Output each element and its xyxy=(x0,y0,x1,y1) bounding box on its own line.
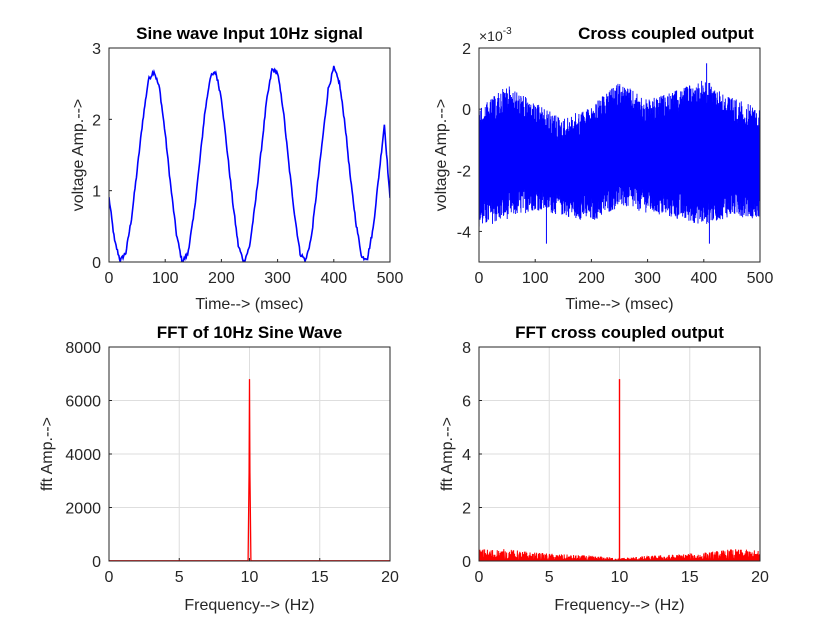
axes-frame xyxy=(478,47,761,263)
x-axis-label: Time--> (msec) xyxy=(565,296,673,313)
x-tick-label: 200 xyxy=(208,270,235,287)
y-tick-label: 2 xyxy=(462,501,471,518)
x-tick-label: 10 xyxy=(611,569,629,586)
x-tick-label: 500 xyxy=(747,270,774,287)
data-marks xyxy=(109,65,390,262)
tick-labels: 0 100 200 300 400 500 -4 -2 0 2 xyxy=(457,41,774,287)
y-axis-label: voltage Amp.--> xyxy=(70,99,87,212)
x-tick-label: 400 xyxy=(320,270,347,287)
plot-area xyxy=(109,48,390,262)
chart-title: Sine wave Input 10Hz signal xyxy=(136,24,363,43)
y-tick-label: 4000 xyxy=(65,447,101,464)
x-tick-label: 300 xyxy=(264,270,291,287)
y-axis-label: fft Amp.--> xyxy=(439,417,456,491)
x-tick-label: 0 xyxy=(475,569,484,586)
x-tick-label: 20 xyxy=(751,569,769,586)
y-axis-label: fft Amp.--> xyxy=(39,417,56,491)
y-tick-label: 2 xyxy=(92,112,101,129)
x-tick-label: 0 xyxy=(105,569,114,586)
axis-multiplier: ×10-3 xyxy=(479,26,512,44)
x-tick-label: 0 xyxy=(475,270,484,287)
chart-title: Cross coupled output xyxy=(578,24,754,43)
axes-frame xyxy=(108,346,391,562)
y-tick-label: 2 xyxy=(462,41,471,58)
series-line xyxy=(109,65,390,262)
x-tick-label: 10 xyxy=(241,569,259,586)
x-tick-label: 100 xyxy=(522,270,549,287)
axes-frame xyxy=(108,47,391,263)
chart-title: FFT cross coupled output xyxy=(515,323,724,342)
y-tick-label: 6 xyxy=(462,394,471,411)
y-tick-label: 4 xyxy=(462,447,471,464)
panel-fft-sine-wave: FFT of 10Hz Sine Wave Frequency--> (Hz) … xyxy=(39,323,399,614)
y-tick-label: -2 xyxy=(457,163,471,180)
panel-cross-coupled-output: Cross coupled output Time--> (msec) volt… xyxy=(433,24,773,313)
tick-labels: 0 100 200 300 400 500 0 1 2 3 xyxy=(92,41,403,287)
data-marks xyxy=(479,63,760,244)
y-tick-label: 2000 xyxy=(65,501,101,518)
x-tick-label: 5 xyxy=(545,569,554,586)
y-tick-label: 0 xyxy=(92,255,101,272)
chart-title: FFT of 10Hz Sine Wave xyxy=(157,323,342,342)
x-tick-label: 500 xyxy=(377,270,404,287)
y-axis-label: voltage Amp.--> xyxy=(433,99,450,212)
x-tick-label: 15 xyxy=(681,569,699,586)
y-tick-label: 1 xyxy=(92,184,101,201)
x-tick-label: 0 xyxy=(105,270,114,287)
x-tick-label: 20 xyxy=(381,569,399,586)
noise-band xyxy=(479,80,760,227)
y-tick-label: 6000 xyxy=(65,394,101,411)
x-axis-label: Frequency--> (Hz) xyxy=(554,597,684,614)
axes-frame xyxy=(478,346,761,562)
panel-fft-cross-coupled: FFT cross coupled output Frequency--> (H… xyxy=(439,323,769,614)
y-tick-label: 0 xyxy=(462,102,471,119)
y-tick-label: -4 xyxy=(457,224,471,241)
x-tick-label: 100 xyxy=(152,270,179,287)
y-tick-label: 0 xyxy=(462,554,471,571)
y-tick-label: 3 xyxy=(92,41,101,58)
x-tick-label: 300 xyxy=(634,270,661,287)
x-tick-label: 200 xyxy=(578,270,605,287)
x-axis-label: Frequency--> (Hz) xyxy=(184,597,314,614)
panel-sine-input: Sine wave Input 10Hz signal Time--> (mse… xyxy=(70,24,403,313)
y-tick-label: 8000 xyxy=(65,340,101,357)
x-axis-label: Time--> (msec) xyxy=(195,296,303,313)
x-tick-label: 5 xyxy=(175,569,184,586)
y-tick-label: 0 xyxy=(92,554,101,571)
tick-labels: 0 5 10 15 20 0 2000 4000 6000 8000 xyxy=(65,340,399,586)
y-tick-label: 8 xyxy=(462,340,471,357)
x-tick-label: 400 xyxy=(690,270,717,287)
x-tick-label: 15 xyxy=(311,569,329,586)
